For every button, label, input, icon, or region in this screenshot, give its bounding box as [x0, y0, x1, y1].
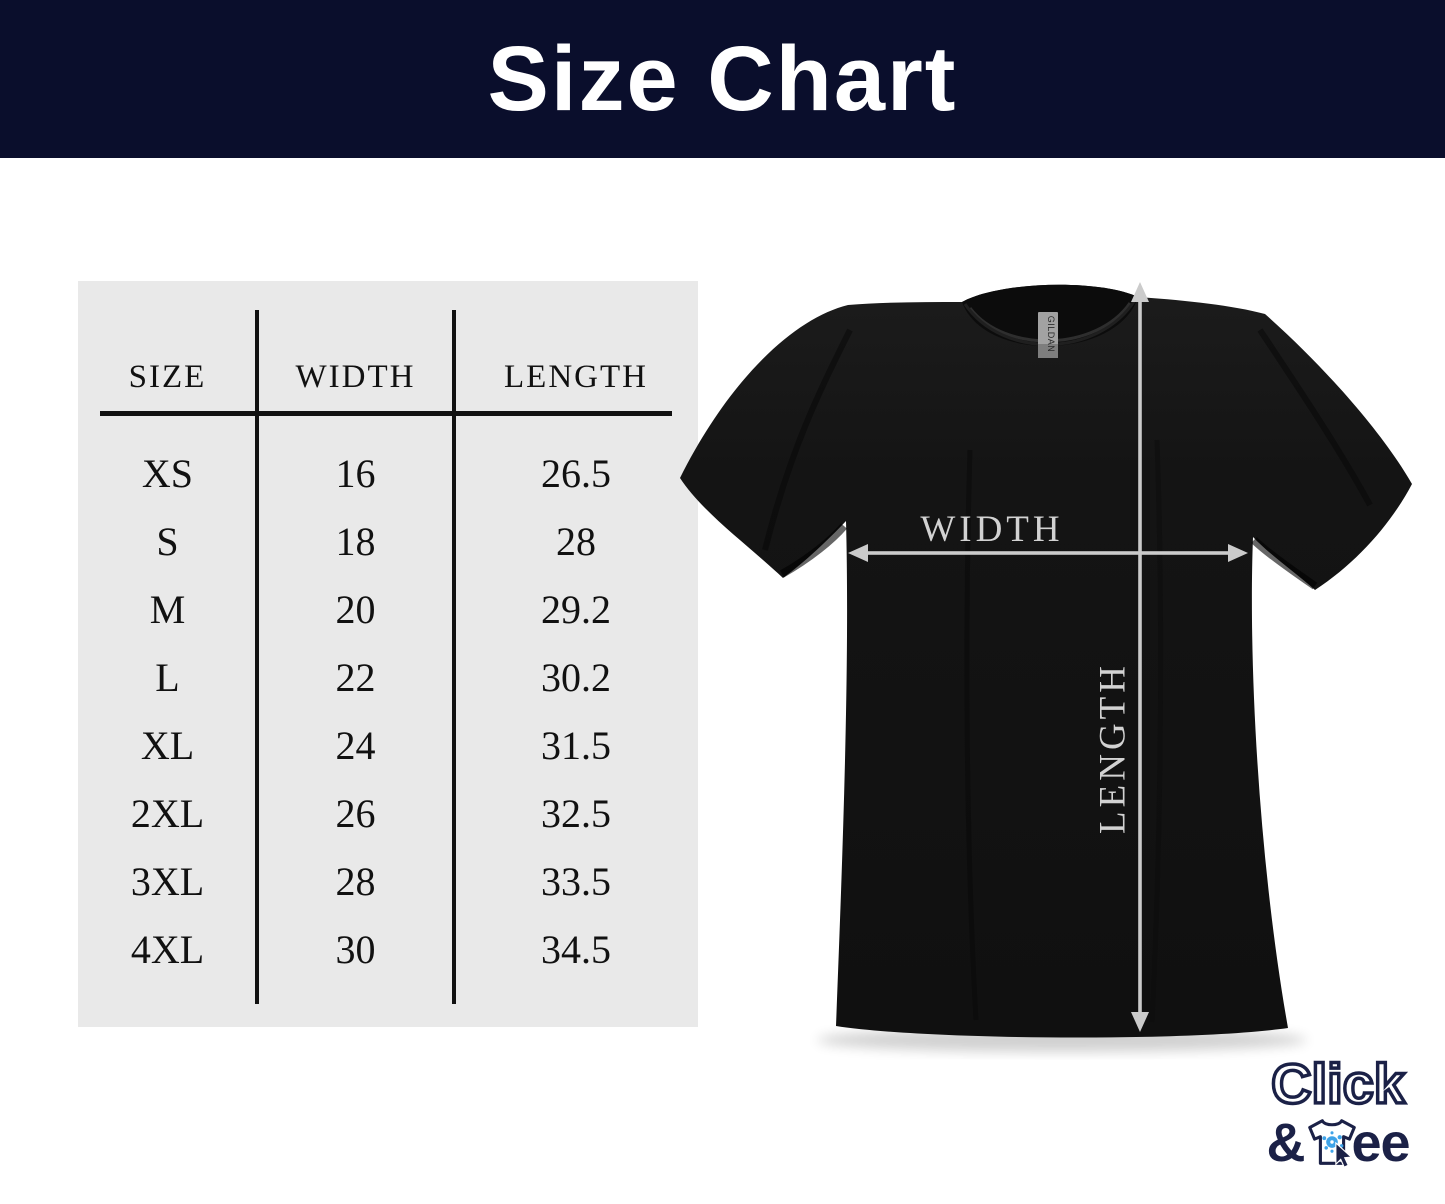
gildan-neck-tag: GILDAN [1038, 312, 1058, 358]
column-header-length: LENGTH [504, 358, 648, 395]
logo-second-line: & ee [1266, 1113, 1410, 1173]
cell-size: M [149, 586, 186, 632]
cell-width: 30 [335, 926, 376, 972]
column-header-width: WIDTH [295, 358, 416, 395]
cell-size: 3XL [130, 858, 205, 904]
sleeve-crease [1257, 328, 1373, 507]
fold-line [1149, 439, 1164, 1023]
page-title: Size Chart [487, 27, 958, 130]
tshirt-diagram: GILDAN WIDTH LENGTH [670, 250, 1445, 1070]
cell-length: 34.5 [541, 926, 611, 972]
header-banner: Size Chart [0, 0, 1445, 158]
sleeve-crease [762, 328, 853, 551]
logo-click-text: Click [1269, 1052, 1406, 1115]
size-table: SIZE WIDTH LENGTH XS 16 26.5 S 18 28 M 2… [78, 281, 698, 1027]
width-label: WIDTH [920, 509, 1063, 550]
shirt-body [680, 284, 1412, 1038]
table-header-row: SIZE WIDTH LENGTH [78, 343, 698, 411]
cell-width: 24 [335, 722, 376, 768]
cell-size: XS [141, 450, 194, 496]
table-row: 2XL 26 32.5 [78, 779, 698, 847]
length-arrow [1131, 282, 1149, 1032]
column-divider-2 [452, 310, 456, 1004]
cell-size: 2XL [130, 790, 205, 836]
length-label: LENGTH [1093, 662, 1134, 834]
cell-size: S [156, 518, 179, 564]
header-underline [100, 411, 672, 416]
table-row: M 20 29.2 [78, 575, 698, 643]
cell-length: 30.2 [541, 654, 611, 700]
logo-ampersand: & [1266, 1113, 1306, 1173]
cell-size: L [155, 654, 180, 700]
cuff-seam [1251, 537, 1318, 590]
cell-length: 33.5 [541, 858, 611, 904]
cell-length: 32.5 [541, 790, 611, 836]
logo-cursor-icon [1335, 1141, 1354, 1168]
table-row: S 18 28 [78, 507, 698, 575]
cell-length: 29.2 [541, 586, 611, 632]
cell-size: 4XL [130, 926, 205, 972]
tshirt-graphic: GILDAN WIDTH LENGTH [680, 282, 1412, 1052]
cell-width: 16 [335, 450, 376, 496]
column-divider-1 [255, 310, 259, 1004]
svg-text:GILDAN: GILDAN [1046, 316, 1056, 353]
cell-width: 22 [335, 654, 376, 700]
cell-width: 20 [335, 586, 376, 632]
cuff-seam [780, 523, 848, 578]
table-body: XS 16 26.5 S 18 28 M 20 29.2 L 22 30.2 X… [78, 439, 698, 983]
cell-width: 18 [335, 518, 376, 564]
table-row: 4XL 30 34.5 [78, 915, 698, 983]
cell-length: 31.5 [541, 722, 611, 768]
logo-ee-text: ee [1351, 1113, 1410, 1173]
table-row: XL 24 31.5 [78, 711, 698, 779]
logo-tshirt-icon [1308, 1119, 1357, 1168]
table-row: L 22 30.2 [78, 643, 698, 711]
fold-line [964, 449, 979, 1021]
brand-logo: Click & ee [1240, 1052, 1436, 1188]
width-arrow [848, 544, 1248, 562]
cell-length: 28 [556, 518, 596, 564]
column-header-size: SIZE [128, 358, 207, 395]
cell-width: 26 [335, 790, 376, 836]
table-row: XS 16 26.5 [78, 439, 698, 507]
cell-width: 28 [335, 858, 376, 904]
cell-size: XL [140, 722, 195, 768]
cell-length: 26.5 [541, 450, 611, 496]
table-row: 3XL 28 33.5 [78, 847, 698, 915]
